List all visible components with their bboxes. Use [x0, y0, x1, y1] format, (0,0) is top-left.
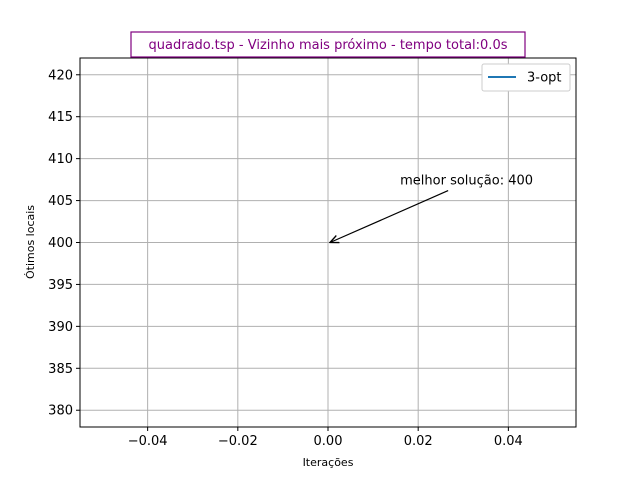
grid-lines — [80, 58, 576, 427]
legend: 3-opt — [481, 63, 571, 92]
y-tick-label: 400 — [48, 236, 73, 251]
x-tick-label: −0.02 — [218, 434, 258, 449]
x-axis-label: Iterações — [303, 456, 354, 469]
legend-box — [481, 63, 571, 92]
y-tick-label: 420 — [48, 68, 73, 83]
annotation-arrow — [330, 190, 449, 243]
y-axis-label: Ótimos locais — [24, 205, 37, 279]
y-tick-label: 385 — [48, 362, 73, 377]
y-tick-label: 380 — [48, 404, 73, 419]
x-tick-label: −0.04 — [128, 434, 168, 449]
y-tick-label: 405 — [48, 194, 73, 209]
x-tick-label: 0.00 — [314, 434, 343, 449]
annotation-text: melhor solução: 400 — [400, 174, 533, 189]
axis-ticks: −0.04 −0.02 0.00 0.02 0.04 380 385 390 395 400 405… — [48, 68, 523, 449]
x-tick-label: 0.02 — [404, 434, 433, 449]
x-tick-label: 0.04 — [494, 434, 523, 449]
y-tick-label: 415 — [48, 110, 73, 125]
y-tick-label: 410 — [48, 152, 73, 167]
y-tick-label: 395 — [48, 278, 73, 293]
legend-label-3-opt: 3-opt — [527, 71, 562, 86]
chart-title: quadrado.tsp - Vizinho mais próximo - te… — [149, 38, 508, 53]
y-tick-label: 390 — [48, 320, 73, 335]
chart-title-box: quadrado.tsp - Vizinho mais próximo - te… — [130, 31, 526, 58]
annotation: melhor solução: 400 — [330, 174, 533, 243]
